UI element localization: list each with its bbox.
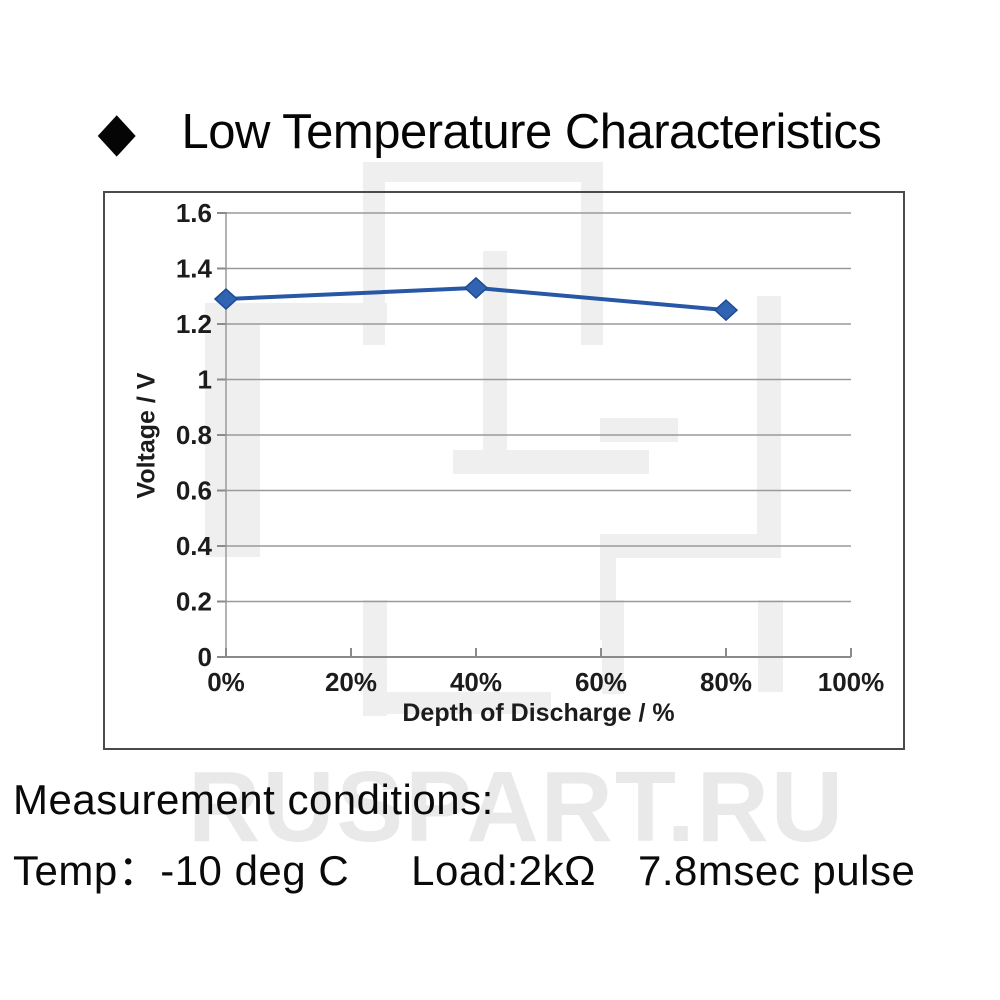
watermark-block [453, 450, 649, 474]
watermark-block [205, 303, 260, 557]
watermark-block [387, 692, 551, 714]
y-tick-label: 0.6 [176, 476, 212, 506]
x-tick-label: 20% [325, 667, 377, 697]
x-tick-label: 80% [700, 667, 752, 697]
y-tick-label: 0.4 [176, 531, 213, 561]
y-tick-label: 0.8 [176, 420, 212, 450]
data-point-marker [213, 288, 239, 311]
y-tick-label: 0 [198, 642, 212, 672]
y-tick-label: 1.2 [176, 309, 212, 339]
diamond-bullet-icon: ◆ [97, 102, 136, 162]
x-tick-label: 0% [207, 667, 245, 697]
y-tick-label: 1 [198, 365, 212, 395]
page-title: Low Temperature Characteristics [181, 105, 882, 159]
watermark-block [602, 600, 624, 694]
x-tick-label: 60% [575, 667, 627, 697]
condition-temp: Temp：-10 deg C [13, 847, 350, 894]
chart-frame: 0 0.2 0.4 0.6 0.8 1 1.2 1.4 1.6 0% 20% 40% 60% 80% 100… [103, 191, 905, 750]
watermark-block [600, 418, 678, 442]
x-tick-label: 40% [450, 667, 502, 697]
y-axis-title: Voltage / V [132, 372, 161, 499]
measurement-conditions-heading: Measurement conditions: [13, 776, 494, 823]
measurement-conditions: Measurement conditions: Temp：-10 deg C Lo… [13, 776, 915, 898]
x-axis-title: Depth of Discharge / % [402, 699, 675, 727]
line-chart: 0 0.2 0.4 0.6 0.8 1 1.2 1.4 1.6 0% 20% 40% 60% 80% 100… [176, 198, 885, 697]
condition-load: Load:2kΩ [411, 847, 597, 894]
y-tick-label: 0.2 [176, 587, 212, 617]
watermark-block [757, 296, 781, 558]
watermark-block [363, 162, 385, 345]
data-point-marker [463, 276, 489, 299]
data-point-marker [713, 299, 739, 322]
condition-pulse: 7.8msec pulse [638, 847, 916, 894]
watermark-block [363, 162, 603, 182]
watermark-text: RUSPART.RU [188, 751, 846, 863]
x-tick-label: 100% [818, 667, 885, 697]
chart-section-header: ◆ Low Temperature Characteristics [96, 102, 882, 162]
measurement-conditions-values: Temp：-10 deg C Load:2kΩ 7.8msec pulse [13, 837, 915, 898]
watermark-block [758, 600, 783, 692]
y-tick-label: 1.4 [176, 254, 213, 284]
y-tick-label: 1.6 [176, 198, 212, 228]
